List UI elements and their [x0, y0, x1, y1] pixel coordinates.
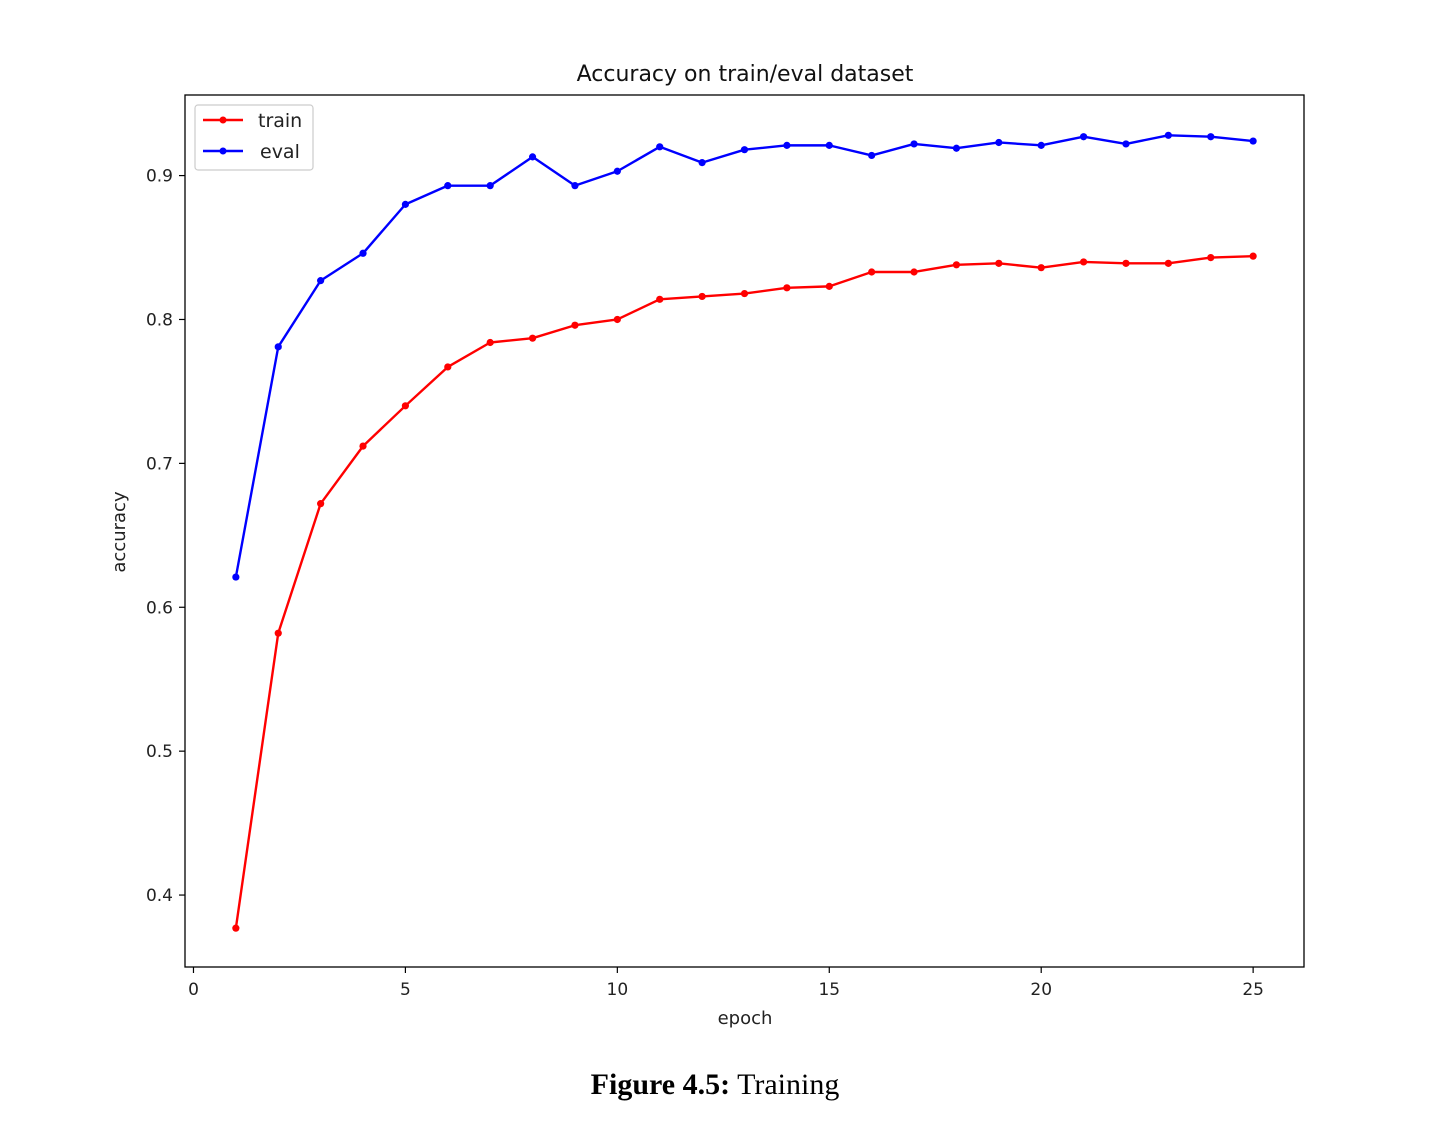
- data-point-eval: [868, 151, 876, 160]
- data-point-eval: [486, 182, 494, 190]
- data-point-train: [1249, 252, 1257, 260]
- caption-text: Training: [730, 1068, 840, 1101]
- plot-frame: [184, 94, 1305, 968]
- data-point-train: [444, 363, 452, 371]
- y-axis-title: accuracy: [109, 491, 130, 573]
- figure-caption: Figure 4.5: Training: [0, 1068, 1430, 1102]
- y-axis: 0.4 0.5 0.6 0.7 0.8 0.9: [146, 167, 185, 906]
- data-point-train: [868, 268, 876, 276]
- data-point-train: [910, 268, 918, 276]
- data-point-eval: [783, 141, 791, 149]
- accuracy-chart: Accuracy on train/eval dataset 0 5 10 15 20 2…: [109, 62, 1305, 1029]
- data-point-train: [571, 321, 579, 329]
- data-point-eval: [1122, 140, 1130, 148]
- data-point-eval: [232, 573, 240, 581]
- series-layer: [232, 131, 1257, 932]
- series-line-train: [234, 254, 1254, 929]
- y-tick-label: 0.8: [146, 310, 173, 330]
- x-tick-label: 0: [188, 980, 199, 1000]
- caption-label: Figure 4.5:: [590, 1068, 731, 1101]
- data-point-train: [232, 924, 240, 932]
- data-point-train: [359, 442, 367, 450]
- data-point-train: [274, 629, 282, 637]
- data-point-eval: [359, 249, 367, 257]
- data-point-eval: [698, 159, 706, 167]
- data-point-eval: [952, 144, 961, 152]
- data-point-eval: [528, 153, 537, 161]
- y-tick-label: 0.5: [146, 742, 173, 762]
- chart-title: Accuracy on train/eval dataset: [577, 62, 914, 87]
- data-point-eval: [401, 200, 410, 208]
- legend-eval-label: eval: [260, 141, 300, 163]
- legend-train-marker: [219, 116, 227, 124]
- data-point-eval: [317, 277, 325, 285]
- y-tick-label: 0.6: [146, 598, 173, 618]
- legend: train eval: [194, 104, 314, 171]
- data-point-eval: [656, 143, 664, 151]
- data-point-eval: [1207, 133, 1215, 141]
- data-point-train: [1164, 259, 1172, 267]
- data-point-train: [613, 315, 621, 324]
- data-point-train: [486, 338, 494, 347]
- data-point-train: [740, 289, 749, 298]
- series-line-eval: [234, 134, 1254, 578]
- data-point-train: [783, 284, 791, 292]
- data-point-train: [656, 295, 664, 303]
- data-point-eval: [613, 167, 621, 175]
- legend-train-label: train: [258, 110, 302, 132]
- data-point-eval: [571, 182, 579, 190]
- x-tick-label: 25: [1242, 980, 1264, 1000]
- data-point-eval: [444, 182, 452, 190]
- data-point-eval: [274, 343, 282, 351]
- data-point-eval: [740, 146, 749, 154]
- x-tick-label: 10: [607, 980, 629, 1000]
- data-point-train: [1207, 254, 1215, 262]
- data-point-train: [995, 259, 1003, 267]
- data-point-eval: [910, 140, 918, 148]
- data-point-eval: [1079, 133, 1088, 141]
- x-axis: 0 5 10 15 20 25: [188, 967, 1264, 1000]
- data-point-train: [317, 500, 325, 508]
- data-point-eval: [1249, 137, 1257, 145]
- data-point-train: [401, 402, 410, 410]
- data-point-train: [698, 292, 706, 301]
- data-point-train: [1037, 264, 1045, 272]
- x-tick-label: 20: [1030, 980, 1052, 1000]
- y-tick-label: 0.7: [146, 454, 173, 474]
- data-point-eval: [825, 141, 833, 149]
- data-point-eval: [995, 138, 1003, 147]
- y-tick-label: 0.4: [146, 886, 173, 906]
- data-point-eval: [1164, 131, 1172, 139]
- data-point-train: [1122, 259, 1130, 267]
- data-point-train: [1079, 258, 1088, 266]
- y-tick-label: 0.9: [146, 167, 173, 187]
- data-point-train: [825, 282, 833, 290]
- data-point-train: [952, 261, 961, 269]
- x-tick-label: 5: [400, 980, 411, 1000]
- x-tick-label: 15: [818, 980, 840, 1000]
- x-axis-title: epoch: [718, 1008, 773, 1029]
- data-point-eval: [1037, 141, 1045, 149]
- data-point-train: [528, 334, 537, 342]
- legend-eval-marker: [219, 147, 227, 155]
